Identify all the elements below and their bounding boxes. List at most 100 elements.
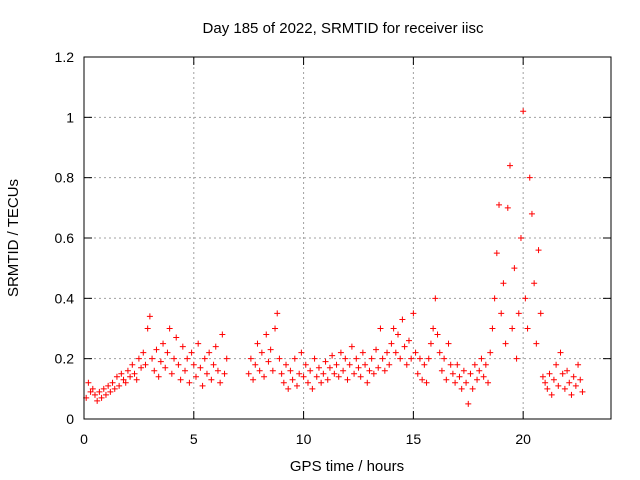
data-point <box>375 364 382 371</box>
data-point <box>179 343 186 350</box>
data-point <box>366 367 373 374</box>
data-point <box>89 385 96 392</box>
data-point <box>559 370 566 377</box>
data-point <box>509 325 516 332</box>
data-point <box>96 388 103 395</box>
data-point <box>362 361 369 368</box>
data-point <box>129 361 136 368</box>
data-point <box>122 379 129 386</box>
data-point <box>113 373 120 380</box>
data-point <box>399 316 406 323</box>
x-axis-label: GPS time / hours <box>290 458 404 475</box>
data-point <box>331 370 338 377</box>
data-point <box>524 325 531 332</box>
data-point <box>201 355 208 362</box>
data-point <box>419 376 426 383</box>
data-point <box>188 349 195 356</box>
data-point <box>550 376 557 383</box>
data-point <box>381 367 388 374</box>
data-point <box>579 388 586 395</box>
data-point <box>272 325 279 332</box>
data-point <box>542 379 549 386</box>
data-point <box>564 367 571 374</box>
data-point <box>405 337 412 344</box>
data-point <box>111 385 118 392</box>
data-point <box>214 367 221 374</box>
data-point <box>212 343 219 350</box>
data-point <box>221 370 228 377</box>
data-point <box>478 355 485 362</box>
data-point <box>535 247 542 254</box>
data-point <box>153 346 160 353</box>
data-point <box>219 331 226 338</box>
data-point <box>539 373 546 380</box>
data-point <box>252 361 259 368</box>
data-point <box>351 370 358 377</box>
data-point <box>441 355 448 362</box>
data-point <box>296 370 303 377</box>
data-point <box>307 367 314 374</box>
data-point <box>155 373 162 380</box>
data-point <box>500 280 507 287</box>
data-point <box>504 204 511 211</box>
data-point <box>386 361 393 368</box>
data-point <box>370 370 377 377</box>
data-point <box>443 376 450 383</box>
data-point <box>491 295 498 302</box>
data-point <box>289 376 296 383</box>
data-point <box>577 376 584 383</box>
data-point <box>197 364 204 371</box>
data-point <box>261 373 268 380</box>
data-point <box>333 361 340 368</box>
data-point <box>487 349 494 356</box>
data-point <box>342 355 349 362</box>
data-point <box>355 364 362 371</box>
data-point <box>91 391 98 398</box>
data-point <box>397 355 404 362</box>
y-tick-label: 0.4 <box>55 290 75 306</box>
data-point <box>210 361 217 368</box>
data-point <box>164 349 171 356</box>
data-point <box>102 391 109 398</box>
data-point <box>247 355 254 362</box>
data-point <box>570 373 577 380</box>
data-point <box>146 313 153 320</box>
data-point <box>513 355 520 362</box>
data-point <box>368 355 375 362</box>
data-point <box>203 370 210 377</box>
data-point <box>344 376 351 383</box>
data-point <box>171 355 178 362</box>
data-point <box>293 382 300 389</box>
data-point <box>263 331 270 338</box>
data-point <box>144 325 151 332</box>
data-point <box>133 376 140 383</box>
data-point <box>116 382 123 389</box>
data-point <box>142 361 149 368</box>
data-point <box>414 370 421 377</box>
data-point <box>526 174 533 181</box>
data-point <box>217 379 224 386</box>
data-point <box>480 373 487 380</box>
data-point <box>454 361 461 368</box>
y-tick-label: 0.6 <box>55 230 75 246</box>
data-point <box>537 310 544 317</box>
data-point <box>127 373 134 380</box>
data-point <box>149 355 156 362</box>
data-point <box>105 382 112 389</box>
data-point <box>124 367 131 374</box>
x-tick-label: 0 <box>80 431 88 447</box>
data-point <box>186 379 193 386</box>
data-point <box>456 373 463 380</box>
data-point <box>120 376 127 383</box>
plot-frame <box>83 56 612 420</box>
y-tick-label: 0.2 <box>55 351 75 367</box>
data-point <box>135 355 142 362</box>
data-point <box>100 385 107 392</box>
data-point <box>485 379 492 386</box>
data-point <box>190 361 197 368</box>
data-point <box>555 382 562 389</box>
data-point <box>452 379 459 386</box>
data-point <box>329 352 336 359</box>
